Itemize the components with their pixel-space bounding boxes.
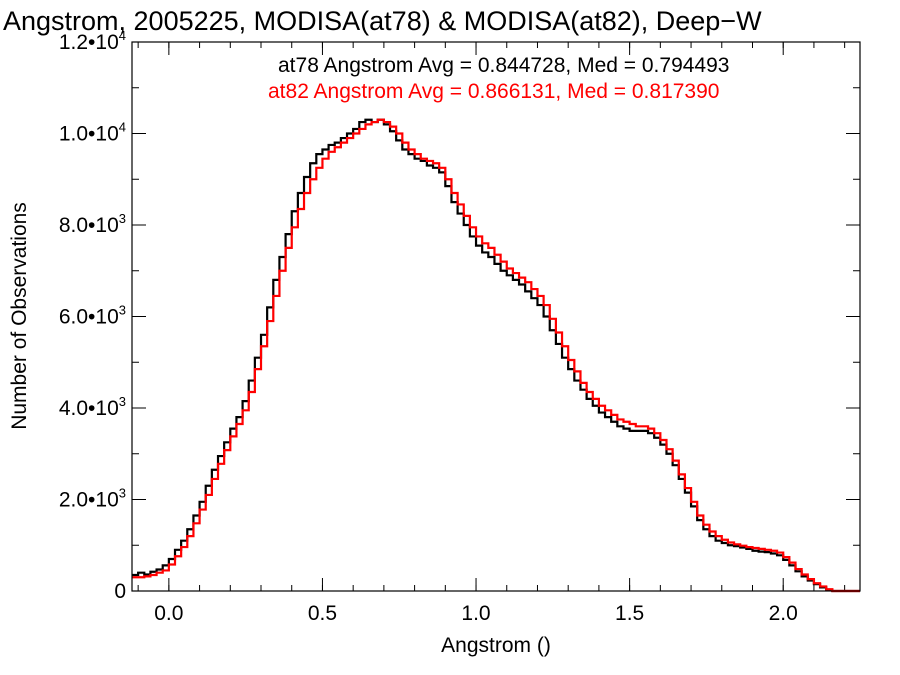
y-tick-label: 1.2•104 (59, 28, 126, 54)
plot-frame (131, 41, 861, 592)
y-tick-label: 8.0•103 (59, 211, 126, 237)
annotation-at78: at78 Angstrom Avg = 0.844728, Med = 0.79… (278, 54, 729, 77)
x-tick-label: 0.5 (308, 602, 337, 625)
y-tick-label: 4.0•103 (59, 394, 126, 420)
x-tick-label: 0.0 (154, 602, 183, 625)
y-tick-label: 6.0•103 (59, 303, 126, 329)
y-axis-label: Number of Observations (8, 202, 31, 430)
x-axis-label: Angstrom () (441, 634, 551, 657)
axis-ticks (132, 41, 860, 592)
y-tick-label: 1.0•104 (59, 120, 126, 146)
x-tick-label: 1.5 (615, 602, 644, 625)
series-line-0 (132, 118, 860, 593)
y-tick-label: 2.0•103 (59, 486, 126, 512)
chart-title: Angstrom, 2005225, MODISA(at78) & MODISA… (3, 6, 762, 36)
series-line-1 (132, 118, 860, 593)
x-tick-label: 2.0 (769, 602, 798, 625)
tick-labels: 0.0 0.5 1.0 1.5 2.0 0 2.0•103 4.0•103 6.0•103 8.0… (59, 28, 798, 625)
annotation-at82: at82 Angstrom Avg = 0.866131, Med = 0.81… (268, 80, 719, 103)
x-tick-label: 1.0 (461, 602, 490, 625)
y-tick-label: 0 (114, 580, 126, 603)
series-group (132, 118, 860, 593)
